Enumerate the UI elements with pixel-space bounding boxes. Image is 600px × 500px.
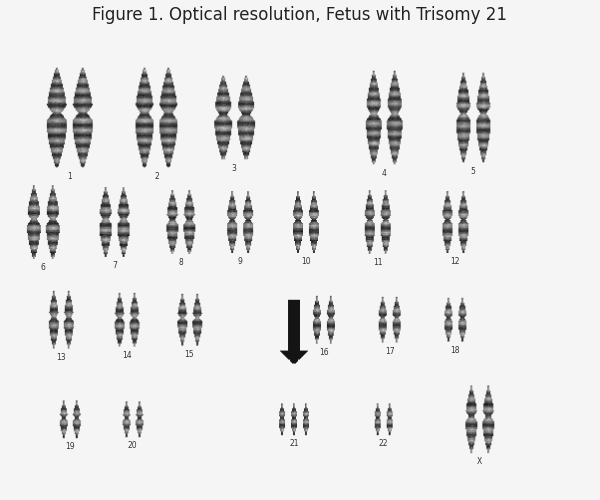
Text: 10: 10 — [301, 258, 311, 266]
Text: 18: 18 — [451, 346, 460, 355]
Text: 6: 6 — [41, 264, 46, 272]
Text: 19: 19 — [65, 442, 75, 452]
Text: 4: 4 — [381, 169, 386, 178]
Text: 5: 5 — [471, 167, 476, 176]
Text: 20: 20 — [128, 442, 137, 450]
Text: 2: 2 — [154, 172, 159, 181]
Text: X: X — [476, 458, 482, 466]
Text: 8: 8 — [178, 258, 183, 268]
Text: 14: 14 — [122, 351, 131, 360]
Text: 17: 17 — [385, 347, 394, 356]
Text: 3: 3 — [232, 164, 237, 173]
Text: Figure 1. Optical resolution, Fetus with Trisomy 21: Figure 1. Optical resolution, Fetus with… — [92, 6, 508, 25]
Text: 21: 21 — [289, 440, 299, 448]
Text: 12: 12 — [451, 258, 460, 266]
Text: 7: 7 — [112, 262, 117, 270]
Text: 16: 16 — [319, 348, 329, 357]
Text: 22: 22 — [379, 440, 388, 448]
Text: 13: 13 — [56, 353, 66, 362]
Text: 15: 15 — [185, 350, 194, 359]
Text: 11: 11 — [373, 258, 382, 268]
Text: 1: 1 — [68, 172, 73, 181]
Text: 9: 9 — [238, 258, 243, 266]
